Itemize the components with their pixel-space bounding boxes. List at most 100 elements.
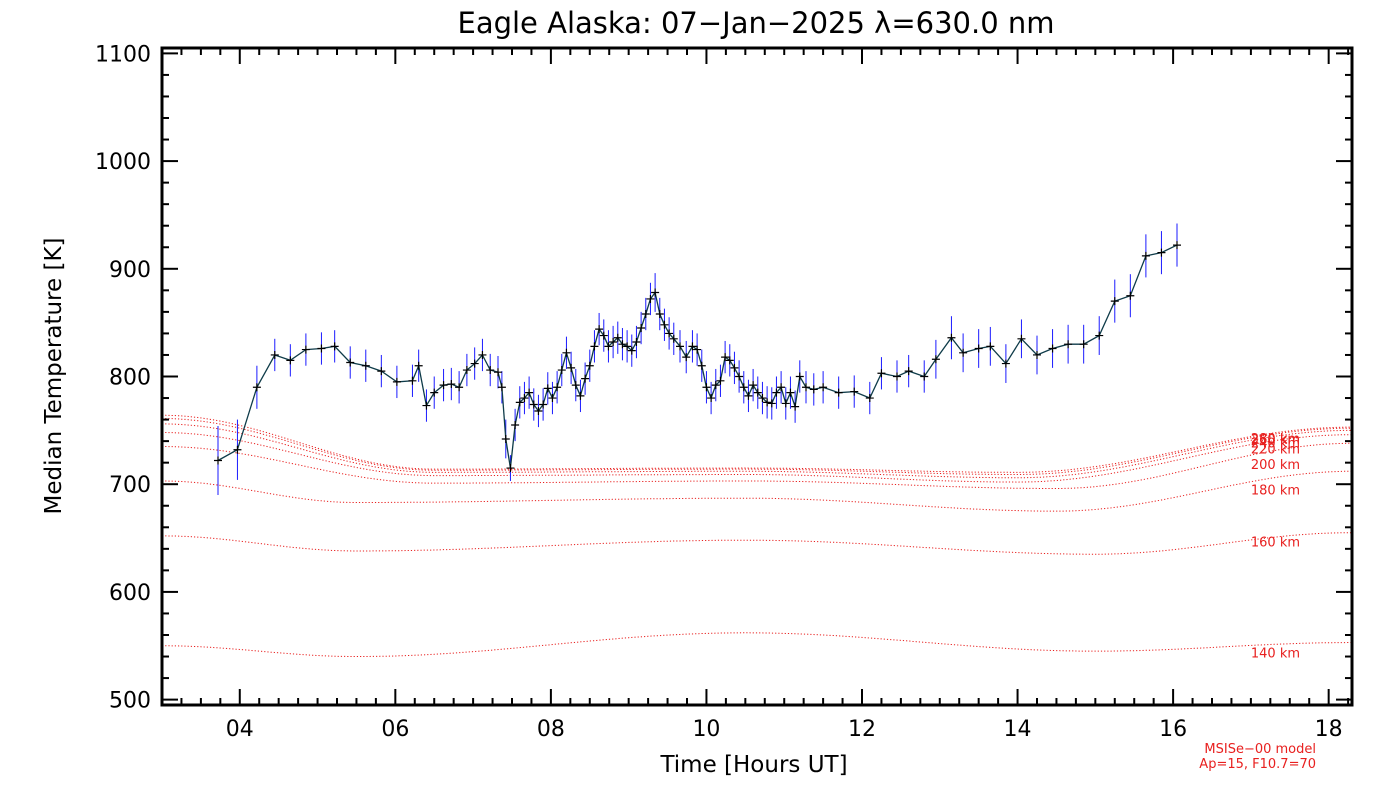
data-point <box>834 388 843 397</box>
model-curve-label: 160 km <box>1251 535 1300 550</box>
data-point <box>947 333 956 342</box>
data-point <box>802 383 810 392</box>
data-point <box>986 342 995 351</box>
x-tick-label: 16 <box>1159 717 1187 742</box>
data-point <box>377 367 386 376</box>
data-point <box>781 399 790 408</box>
data-point <box>520 394 529 403</box>
data-point <box>791 402 800 411</box>
data-point <box>455 383 464 392</box>
data-point <box>974 344 983 353</box>
data-point <box>763 398 772 407</box>
x-tick-label: 18 <box>1315 717 1343 742</box>
data-point <box>819 383 828 392</box>
data-point <box>576 391 585 400</box>
y-tick-label: 500 <box>109 689 151 714</box>
model-curve-label: 260 km <box>1251 433 1300 448</box>
data-point <box>707 394 716 403</box>
data-point <box>1173 241 1181 250</box>
x-tick-label: 14 <box>1004 717 1032 742</box>
data-point <box>730 363 739 372</box>
data-point <box>462 366 471 375</box>
data-point <box>252 383 261 392</box>
data-point <box>330 342 339 351</box>
data-point <box>632 338 641 347</box>
data-point <box>665 329 674 338</box>
data-point <box>529 400 538 409</box>
data-point <box>669 334 678 343</box>
model-curve-label: 240 km <box>1251 436 1300 451</box>
data-point <box>585 361 594 370</box>
data-point <box>599 331 608 340</box>
data-point <box>1017 334 1026 343</box>
data-point <box>346 358 355 367</box>
x-tick-label: 04 <box>226 717 254 742</box>
data-point <box>795 372 804 381</box>
x-tick-label: 08 <box>537 717 565 742</box>
data-point <box>702 383 711 392</box>
data-point <box>539 400 548 409</box>
data-point <box>361 361 370 370</box>
data-point <box>920 372 929 381</box>
data-point <box>430 388 439 397</box>
data-point <box>506 464 515 473</box>
model-curve-240km <box>162 423 1352 479</box>
data-point <box>422 401 431 410</box>
measurement-series <box>214 0 1181 495</box>
data-point <box>571 381 580 390</box>
chart-title: Eagle Alaska: 07−Jan−2025 λ=630.0 nm <box>458 6 1055 40</box>
data-point <box>494 368 502 377</box>
y-tick-label: 1100 <box>95 42 151 67</box>
data-point <box>470 359 479 368</box>
model-curve-160km <box>162 532 1352 555</box>
data-point <box>697 361 706 370</box>
data-point <box>439 381 448 390</box>
data-point <box>1141 251 1150 260</box>
data-point <box>682 353 691 362</box>
data-point <box>414 361 423 370</box>
data-point <box>408 376 417 385</box>
data-point <box>618 340 627 349</box>
model-curve-label: 180 km <box>1251 484 1300 499</box>
data-point <box>623 342 632 351</box>
data-point <box>904 367 913 376</box>
data-point <box>301 345 310 354</box>
data-point <box>1095 331 1104 340</box>
data-point <box>501 434 510 443</box>
data-point <box>758 394 767 403</box>
data-point <box>721 353 730 362</box>
data-point <box>655 310 664 319</box>
data-point <box>1126 291 1135 300</box>
data-point <box>1064 340 1073 349</box>
data-point <box>767 399 776 408</box>
y-tick-label: 600 <box>109 581 151 606</box>
model-params-note: Ap=15, F10.7=70 <box>1199 757 1316 772</box>
data-point <box>744 391 753 400</box>
model-curve-280km <box>162 414 1352 473</box>
data-point <box>497 383 506 392</box>
data-point <box>590 342 599 351</box>
x-tick-label: 10 <box>692 717 720 742</box>
data-point <box>525 388 534 397</box>
data-point <box>392 377 401 386</box>
data-point <box>595 325 604 334</box>
data-point <box>214 456 222 465</box>
data-point <box>786 388 795 397</box>
plot-frame <box>160 46 1354 707</box>
model-curve-180km <box>162 470 1352 512</box>
data-point <box>270 350 279 359</box>
data-point <box>651 288 660 297</box>
data-point <box>809 385 818 394</box>
data-point <box>865 394 874 403</box>
data-point <box>739 383 748 392</box>
data-point <box>641 310 650 319</box>
data-point <box>725 356 734 365</box>
data-point <box>1048 344 1057 353</box>
data-point <box>1157 248 1166 257</box>
data-point <box>850 387 859 396</box>
model-curve-label: 140 km <box>1251 646 1300 661</box>
x-tick-label: 12 <box>848 717 876 742</box>
data-point <box>1033 350 1041 359</box>
